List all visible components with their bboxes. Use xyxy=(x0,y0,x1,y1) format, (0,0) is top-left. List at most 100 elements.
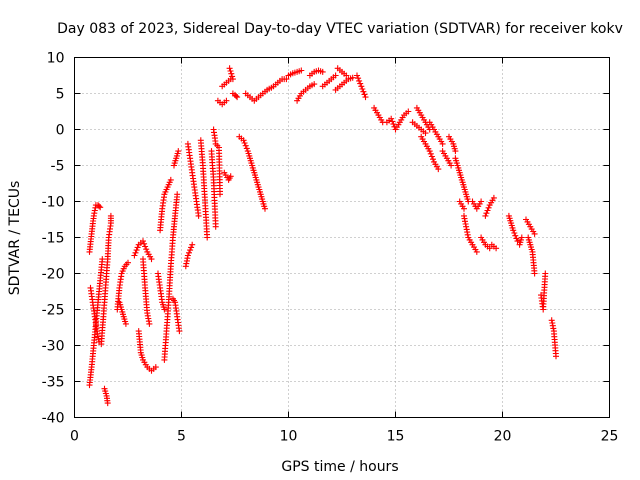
grid xyxy=(74,57,610,418)
data-point-marker xyxy=(435,166,442,173)
data-point-marker xyxy=(510,227,517,234)
x-tick-label: 20 xyxy=(494,429,512,445)
data-point-marker xyxy=(145,315,152,322)
data-point-marker xyxy=(430,156,436,163)
data-point-marker xyxy=(176,328,183,335)
y-tick-label: 5 xyxy=(56,87,65,103)
data-point-marker xyxy=(134,244,141,251)
data-point-marker xyxy=(142,243,149,250)
data-point-marker xyxy=(355,75,362,82)
data-point-marker xyxy=(97,204,104,211)
data-point-marker xyxy=(223,97,230,104)
x-tick-label: 5 xyxy=(177,429,186,445)
data-point-marker xyxy=(227,68,234,74)
data-point-marker xyxy=(461,205,467,212)
data-point-marker xyxy=(357,80,364,87)
data-point-marker xyxy=(422,130,429,137)
data-point-marker xyxy=(478,198,485,205)
data-point-marker xyxy=(405,108,412,115)
data-point-marker xyxy=(104,400,111,407)
data-point-marker xyxy=(463,223,470,230)
data-point-marker xyxy=(486,245,493,252)
data-point-marker xyxy=(228,70,235,77)
data-point-marker xyxy=(359,86,366,92)
data-point-marker xyxy=(473,248,480,255)
data-point-marker xyxy=(319,68,326,75)
data-point-marker xyxy=(125,259,131,266)
data-point-marker xyxy=(464,231,471,238)
data-point-marker xyxy=(188,244,195,251)
data-point-marker xyxy=(550,325,557,332)
data-point-marker xyxy=(132,249,139,256)
data-point-marker xyxy=(183,260,190,267)
y-tick-label: -25 xyxy=(42,303,65,319)
data-point-marker xyxy=(195,212,202,219)
y-tick-label: -10 xyxy=(42,195,65,211)
data-point-marker xyxy=(226,65,233,72)
data-point-marker xyxy=(542,270,549,277)
data-point-marker xyxy=(175,148,182,155)
y-tick-label: -40 xyxy=(42,411,65,427)
data-point-marker xyxy=(360,88,367,95)
data-point-marker xyxy=(483,210,490,217)
data-point-marker xyxy=(490,194,497,201)
data-point-marker xyxy=(187,247,194,254)
data-point-marker xyxy=(233,93,240,99)
data-point-marker xyxy=(452,148,459,155)
data-point-marker xyxy=(212,223,219,230)
data-point-marker xyxy=(343,72,350,79)
data-point-marker xyxy=(531,270,538,277)
data-point-marker xyxy=(243,145,250,152)
data-point-marker xyxy=(388,115,395,122)
x-tick-label: 10 xyxy=(280,429,298,445)
y-tick-label: -20 xyxy=(42,267,65,283)
data-point-marker xyxy=(362,94,369,101)
data-point-marker xyxy=(511,230,518,236)
data-point-marker xyxy=(311,81,318,88)
data-point-marker xyxy=(227,173,234,180)
data-point-marker xyxy=(217,191,223,198)
y-axis-label: SDTVAR / TECUs xyxy=(7,181,23,296)
y-tick-label: -35 xyxy=(42,375,65,391)
data-point-marker xyxy=(428,153,435,160)
data-point-marker xyxy=(439,140,446,147)
data-point-marker xyxy=(131,252,138,259)
data-point-marker xyxy=(152,364,159,371)
data-point-marker xyxy=(148,256,155,263)
data-point-marker xyxy=(99,256,106,263)
data-point-marker xyxy=(389,118,396,125)
x-tick-label: 15 xyxy=(387,429,405,445)
data-point-marker xyxy=(493,245,500,252)
data-point-marker xyxy=(332,72,339,79)
data-point-marker xyxy=(122,320,129,327)
data-point-marker xyxy=(107,212,114,219)
x-tick-label: 0 xyxy=(70,429,79,445)
y-tick-label: -30 xyxy=(42,339,65,355)
data-point-marker xyxy=(141,240,148,247)
data-point-marker xyxy=(518,234,525,241)
data-point-marker xyxy=(234,94,241,101)
data-point-marker xyxy=(283,76,290,83)
data-point-marker xyxy=(448,162,455,169)
data-point-marker xyxy=(512,232,519,239)
data-points xyxy=(86,65,559,407)
y-tick-label: -5 xyxy=(51,159,65,175)
data-point-marker xyxy=(167,176,174,183)
data-point-marker xyxy=(143,246,150,253)
data-point-marker xyxy=(184,252,191,259)
data-point-marker xyxy=(485,204,492,211)
data-point-marker xyxy=(361,91,368,98)
y-tick-label: 10 xyxy=(47,51,65,67)
data-point-marker xyxy=(229,76,236,83)
data-point-marker xyxy=(133,247,140,254)
data-point-marker xyxy=(531,230,538,237)
data-point-marker xyxy=(140,238,146,245)
data-point-marker xyxy=(298,67,305,74)
data-point-marker xyxy=(426,148,433,155)
data-point-marker xyxy=(553,353,559,360)
data-point-marker xyxy=(462,218,468,225)
data-point-marker xyxy=(482,212,489,219)
data-point-marker xyxy=(229,73,236,80)
data-point-marker xyxy=(354,72,360,79)
